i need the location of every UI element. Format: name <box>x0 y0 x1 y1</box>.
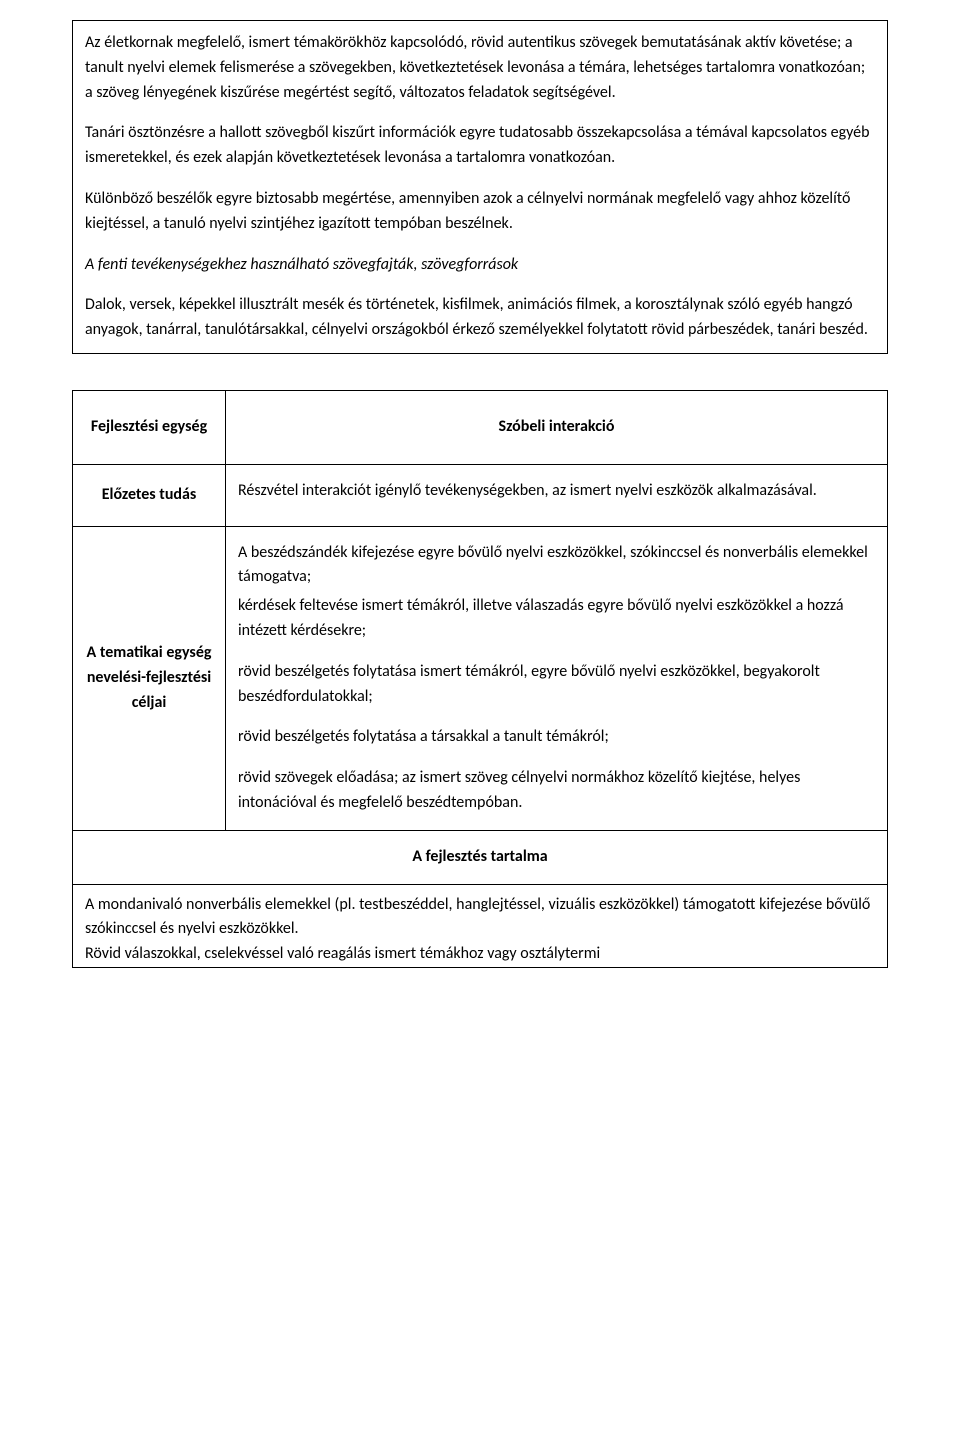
row3-label: A tematikai egység nevelési-fejlesztési … <box>73 526 226 830</box>
row3-p4: rövid beszélgetés folytatása a társakkal… <box>238 725 875 750</box>
row3-p5: rövid szövegek előadása; az ismert szöve… <box>238 766 875 816</box>
content-table-2: Fejlesztési egység Szóbeli interakció El… <box>72 390 888 968</box>
row2-label: Előzetes tudás <box>73 464 226 526</box>
row3-p2: kérdések feltevése ismert témákról, ille… <box>238 594 875 644</box>
box1-p5: Dalok, versek, képekkel illusztrált mesé… <box>85 293 875 343</box>
row3-content: A beszédszándék kifejezése egyre bővülő … <box>226 526 888 830</box>
row5-p1: A mondanivaló nonverbális elemekkel (pl.… <box>85 893 875 943</box>
row1-title: Szóbeli interakció <box>226 390 888 464</box>
content-box-1: Az életkornak megfelelő, ismert témakörö… <box>72 20 888 354</box>
row2-content: Részvétel interakciót igénylő tevékenysé… <box>226 464 888 526</box>
row5-content: A mondanivaló nonverbális elemekkel (pl.… <box>73 884 888 967</box>
row3-p1: A beszédszándék kifejezése egyre bővülő … <box>238 541 875 591</box>
row4-title: A fejlesztés tartalma <box>73 830 888 884</box>
row2-text: Részvétel interakciót igénylő tevékenysé… <box>238 481 817 500</box>
box1-p2: Tanári ösztönzésre a hallott szövegből k… <box>85 121 875 171</box>
row3-p3: rövid beszélgetés folytatása ismert témá… <box>238 660 875 710</box>
box1-cell: Az életkornak megfelelő, ismert témakörö… <box>73 21 888 354</box>
row5-p2: Rövid válaszokkal, cselekvéssel való rea… <box>85 942 875 967</box>
box1-p4: A fenti tevékenységekhez használható szö… <box>85 253 875 278</box>
row1-label: Fejlesztési egység <box>73 390 226 464</box>
box1-p3: Különböző beszélők egyre biztosabb megér… <box>85 187 875 237</box>
box1-p1: Az életkornak megfelelő, ismert témakörö… <box>85 31 875 105</box>
